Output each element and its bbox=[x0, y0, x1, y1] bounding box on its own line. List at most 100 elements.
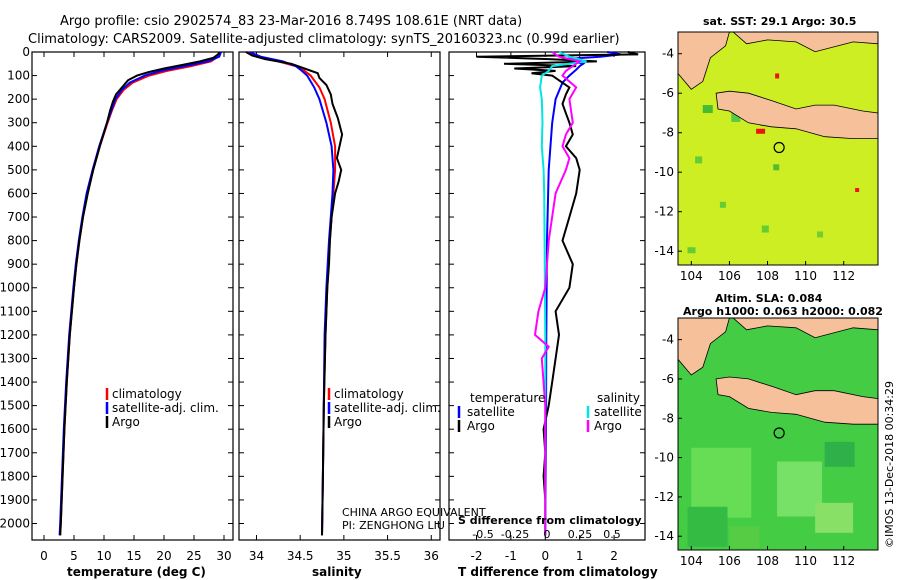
y-tick-label: 1700 bbox=[0, 446, 30, 460]
map-frame bbox=[677, 317, 879, 551]
map-field bbox=[678, 32, 878, 265]
temperature-xlabel: temperature (deg C) bbox=[67, 565, 206, 579]
s-tick-label: 0.5 bbox=[603, 528, 621, 541]
y-tick-label: 100 bbox=[7, 69, 30, 83]
plot-frame bbox=[31, 51, 234, 541]
s-tick-label: 0 bbox=[544, 528, 551, 541]
map-y-tick-label: -4 bbox=[662, 333, 674, 347]
imos-credit: ©IMOS 13-Dec-2018 00:34:29 bbox=[883, 381, 896, 548]
x-tick-label: 0 bbox=[541, 549, 549, 563]
plot-frame bbox=[448, 51, 646, 541]
field-patch bbox=[691, 447, 752, 518]
legend-label: satellite-adj. clim. bbox=[334, 401, 441, 415]
field-patch bbox=[815, 502, 854, 533]
field-patch bbox=[824, 441, 855, 467]
legend-label: Argo bbox=[334, 415, 362, 429]
legend-title-salinity: salinity bbox=[597, 391, 640, 405]
sla-map-panel: 104 106 108 110 112 -4 -6 -8 -10 -12 -14 bbox=[654, 317, 879, 568]
series-argo bbox=[59, 51, 221, 536]
sst-map-title: sat. SST: 29.1 Argo: 30.5 bbox=[703, 15, 856, 28]
x-tick-label: 2 bbox=[610, 549, 618, 563]
land-polygon bbox=[677, 317, 730, 376]
map-y-tick-label: -6 bbox=[662, 372, 674, 386]
map-y-tick-label: -6 bbox=[662, 86, 674, 100]
legend-label: satellite bbox=[467, 405, 515, 419]
series-climatology bbox=[59, 51, 221, 536]
x-tick-label: 34.5 bbox=[287, 549, 314, 563]
temperature-panel: 0100200300400500600700800900100011001200… bbox=[0, 45, 234, 563]
x-tick-label: -2 bbox=[471, 549, 483, 563]
x-tick-label: 1 bbox=[576, 549, 584, 563]
y-tick-label: 1500 bbox=[0, 399, 30, 413]
series-s-argo bbox=[533, 51, 583, 536]
salinity-panel: 34 34.5 35 35.5 36 climatologysatellite-adj. … bbox=[238, 51, 441, 563]
y-tick-label: 600 bbox=[7, 186, 30, 200]
map-y-tick-label: -10 bbox=[654, 165, 674, 179]
difference-xlabel: T difference from climatology bbox=[458, 565, 658, 579]
x-tick-label: 35.5 bbox=[374, 549, 401, 563]
field-patch bbox=[687, 247, 696, 254]
salinity-annotation-1: CHINA ARGO EQUIVALENT bbox=[342, 506, 486, 519]
y-tick-label: 900 bbox=[7, 257, 30, 271]
map-y-tick-label: -10 bbox=[654, 451, 674, 465]
salinity-annotation-2: PI: ZENGHONG LIU bbox=[342, 519, 445, 532]
y-tick-label: 400 bbox=[7, 139, 30, 153]
x-tick-label: 10 bbox=[96, 549, 111, 563]
y-tick-label: 0 bbox=[22, 45, 30, 59]
legend-label: climatology bbox=[112, 387, 182, 401]
map-y-tick-label: -12 bbox=[654, 205, 674, 219]
y-tick-label: 200 bbox=[7, 92, 30, 106]
s-tick-label: 0.25 bbox=[568, 528, 593, 541]
field-patch bbox=[855, 187, 860, 192]
x-tick-label: -1 bbox=[505, 549, 517, 563]
s-tick-label: -0.5 bbox=[472, 528, 493, 541]
field-patch bbox=[775, 73, 780, 79]
map-y-tick-label: -8 bbox=[662, 411, 674, 425]
map-frame bbox=[677, 31, 879, 266]
field-patch bbox=[777, 461, 823, 517]
series-t-argo bbox=[476, 51, 639, 536]
map-x-tick-label: 106 bbox=[718, 554, 741, 568]
y-tick-label: 1800 bbox=[0, 469, 30, 483]
y-tick-label: 1300 bbox=[0, 351, 30, 365]
field-patch bbox=[719, 201, 726, 208]
legend-label: satellite bbox=[594, 405, 642, 419]
x-tick-label: 36 bbox=[424, 549, 439, 563]
map-x-tick-label: 104 bbox=[680, 269, 703, 283]
field-patch bbox=[729, 526, 760, 549]
s-tick-label: -0.25 bbox=[501, 528, 529, 541]
field-patch bbox=[731, 112, 741, 122]
y-tick-label: 1900 bbox=[0, 493, 30, 507]
plot-frame bbox=[238, 51, 441, 541]
figure-title-line2: Climatology: CARS2009. Satellite-adjuste… bbox=[28, 32, 620, 47]
sst-map-panel: 104 106 108 110 112 -4 -6 -8 -10 -12 -14 bbox=[654, 31, 879, 283]
y-tick-label: 1600 bbox=[0, 422, 30, 436]
map-x-tick-label: 110 bbox=[794, 554, 817, 568]
map-y-tick-label: -8 bbox=[662, 126, 674, 140]
map-x-tick-label: 108 bbox=[756, 554, 779, 568]
x-tick-label: 0 bbox=[40, 549, 48, 563]
map-y-tick-label: -14 bbox=[654, 244, 674, 258]
legend-title-temperature: temperature bbox=[470, 391, 545, 405]
x-tick-label: 5 bbox=[70, 549, 78, 563]
x-tick-label: 34 bbox=[249, 549, 264, 563]
y-tick-label: 1100 bbox=[0, 304, 30, 318]
s-difference-label: S difference from climatology bbox=[458, 514, 642, 527]
map-x-tick-label: 104 bbox=[680, 554, 703, 568]
x-tick-label: 15 bbox=[126, 549, 141, 563]
y-tick-label: 700 bbox=[7, 210, 30, 224]
legend-label: Argo bbox=[594, 419, 622, 433]
field-patch bbox=[756, 128, 766, 134]
field-patch bbox=[687, 506, 728, 547]
field-patch bbox=[695, 156, 703, 164]
salinity-xlabel: salinity bbox=[312, 565, 362, 579]
sla-map-subtitle: Argo h1000: 0.063 h2000: 0.082 bbox=[683, 305, 883, 318]
x-tick-label: 25 bbox=[186, 549, 201, 563]
map-x-tick-label: 106 bbox=[718, 269, 741, 283]
series-argo bbox=[245, 51, 344, 536]
y-tick-label: 1400 bbox=[0, 375, 30, 389]
x-tick-label: 35 bbox=[336, 549, 351, 563]
argo-location-marker bbox=[773, 427, 785, 439]
sla-map-title: Altim. SLA: 0.084 bbox=[715, 292, 823, 305]
